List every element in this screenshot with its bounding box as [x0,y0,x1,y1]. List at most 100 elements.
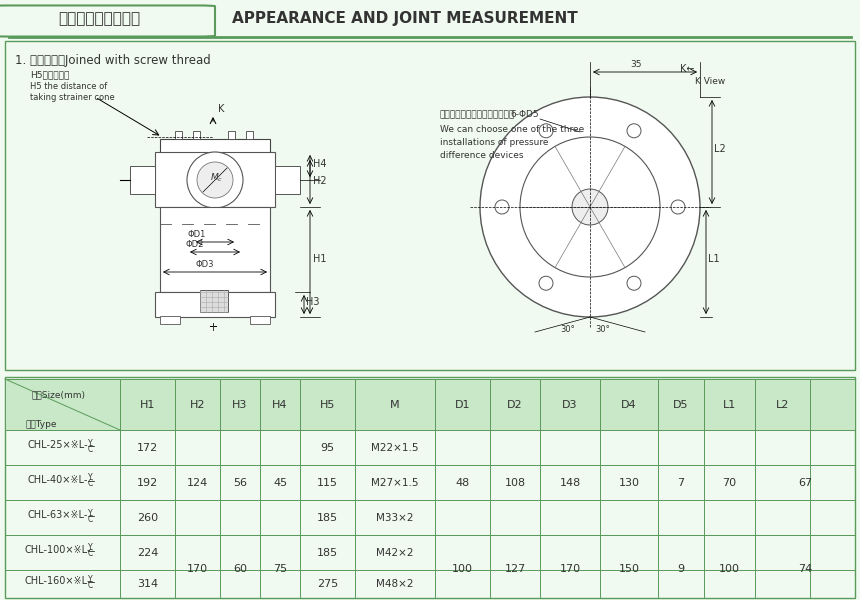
Text: Y: Y [89,544,93,553]
Text: 275: 275 [316,579,338,589]
Text: We can choose one of the three: We can choose one of the three [440,125,584,134]
Bar [130,166,155,194]
Text: H3: H3 [306,297,320,307]
Bar [175,131,182,139]
Text: M33×2: M33×2 [377,513,414,523]
Text: CHL-63×※L-: CHL-63×※L- [28,510,88,520]
Text: C: C [88,581,93,589]
Text: CHL-100×※L-: CHL-100×※L- [24,545,91,555]
Text: M: M [390,400,400,410]
Text: 148: 148 [559,478,580,488]
Text: taking strainer cone: taking strainer cone [30,93,114,102]
Text: CHL-40×※L-: CHL-40×※L- [28,475,88,485]
Text: installations of pressure: installations of pressure [440,138,549,147]
Text: K: K [218,104,224,114]
Text: L2: L2 [776,400,789,410]
Text: ΦD2: ΦD2 [185,240,203,249]
Circle shape [572,189,608,225]
Text: C: C [88,479,93,488]
Circle shape [495,200,509,214]
Text: H5: H5 [320,400,335,410]
Text: 100: 100 [719,563,740,574]
Text: 192: 192 [137,478,158,488]
Text: 100: 100 [452,563,473,574]
Text: H2: H2 [313,176,327,186]
Bar [200,290,228,312]
Text: 108: 108 [505,478,525,488]
Text: 314: 314 [137,579,158,589]
Text: 95: 95 [321,443,335,453]
Text: C: C [88,550,93,559]
Text: Y: Y [89,439,93,448]
Text: 35: 35 [630,60,642,69]
Text: M27×1.5: M27×1.5 [372,478,419,488]
Text: L1: L1 [723,400,736,410]
Text: 70: 70 [722,478,736,488]
Text: D1: D1 [455,400,470,410]
Text: K←: K← [680,64,695,74]
Text: 30°: 30° [595,325,610,334]
Text: 压差发讯装置三个位置可选其一: 压差发讯装置三个位置可选其一 [440,110,515,119]
Text: 170: 170 [560,563,580,574]
Circle shape [520,137,660,277]
Text: H4: H4 [313,159,327,169]
Text: D4: D4 [621,400,636,410]
Text: L2: L2 [714,144,726,154]
Bar [250,316,270,324]
Text: 260: 260 [137,513,158,523]
Text: 五、外型及连接尺寸: 五、外型及连接尺寸 [58,11,140,26]
Text: H4: H4 [273,400,288,410]
Text: 60: 60 [233,563,247,574]
Text: 1. 螺纹连接：Joined with screw thread: 1. 螺纹连接：Joined with screw thread [15,54,211,67]
Text: C: C [88,445,93,454]
Text: 7: 7 [678,478,685,488]
Text: M42×2: M42×2 [377,548,414,558]
Text: M22×1.5: M22×1.5 [372,443,419,453]
Text: 56: 56 [233,478,247,488]
Circle shape [627,124,641,138]
Text: 224: 224 [137,548,158,558]
Text: CHL-25×※L-: CHL-25×※L- [28,440,88,450]
Circle shape [627,276,641,290]
Text: 115: 115 [317,478,338,488]
Text: 185: 185 [317,513,338,523]
Text: 45: 45 [273,478,287,488]
Bar [155,152,275,207]
Text: H3: H3 [232,400,248,410]
Text: 170: 170 [187,563,208,574]
Text: D3: D3 [562,400,578,410]
Text: K View: K View [695,77,725,86]
Text: 130: 130 [618,478,640,488]
Text: ΦD3: ΦD3 [195,260,213,269]
Text: D2: D2 [507,400,523,410]
Text: 型号Type: 型号Type [25,420,57,429]
Text: 30°: 30° [560,325,574,334]
Bar [5,379,855,430]
Circle shape [187,152,243,208]
FancyBboxPatch shape [0,5,215,37]
Text: 67: 67 [798,478,812,488]
Bar [160,139,270,157]
Text: 9: 9 [678,563,685,574]
Text: ΦD1: ΦD1 [188,230,206,239]
Text: 185: 185 [317,548,338,558]
Text: 172: 172 [137,443,158,453]
Text: Y: Y [89,509,93,517]
Text: M48×2: M48×2 [377,579,414,589]
Text: 尺寸Size(mm): 尺寸Size(mm) [31,390,85,399]
Text: 150: 150 [618,563,640,574]
Circle shape [539,276,553,290]
Circle shape [539,124,553,138]
Text: C: C [88,514,93,523]
Text: CHL-160×※L-: CHL-160×※L- [24,576,91,586]
Text: $M_c$: $M_c$ [210,172,224,185]
Bar [160,207,270,292]
Bar [155,292,275,317]
Text: 127: 127 [504,563,525,574]
Bar [275,166,300,194]
Text: Y: Y [89,575,93,583]
Text: APPEARANCE AND JOINT MEASUREMENT: APPEARANCE AND JOINT MEASUREMENT [232,11,578,26]
Text: H5 the distance of: H5 the distance of [30,82,108,91]
Text: H1: H1 [140,400,155,410]
Circle shape [197,162,233,198]
